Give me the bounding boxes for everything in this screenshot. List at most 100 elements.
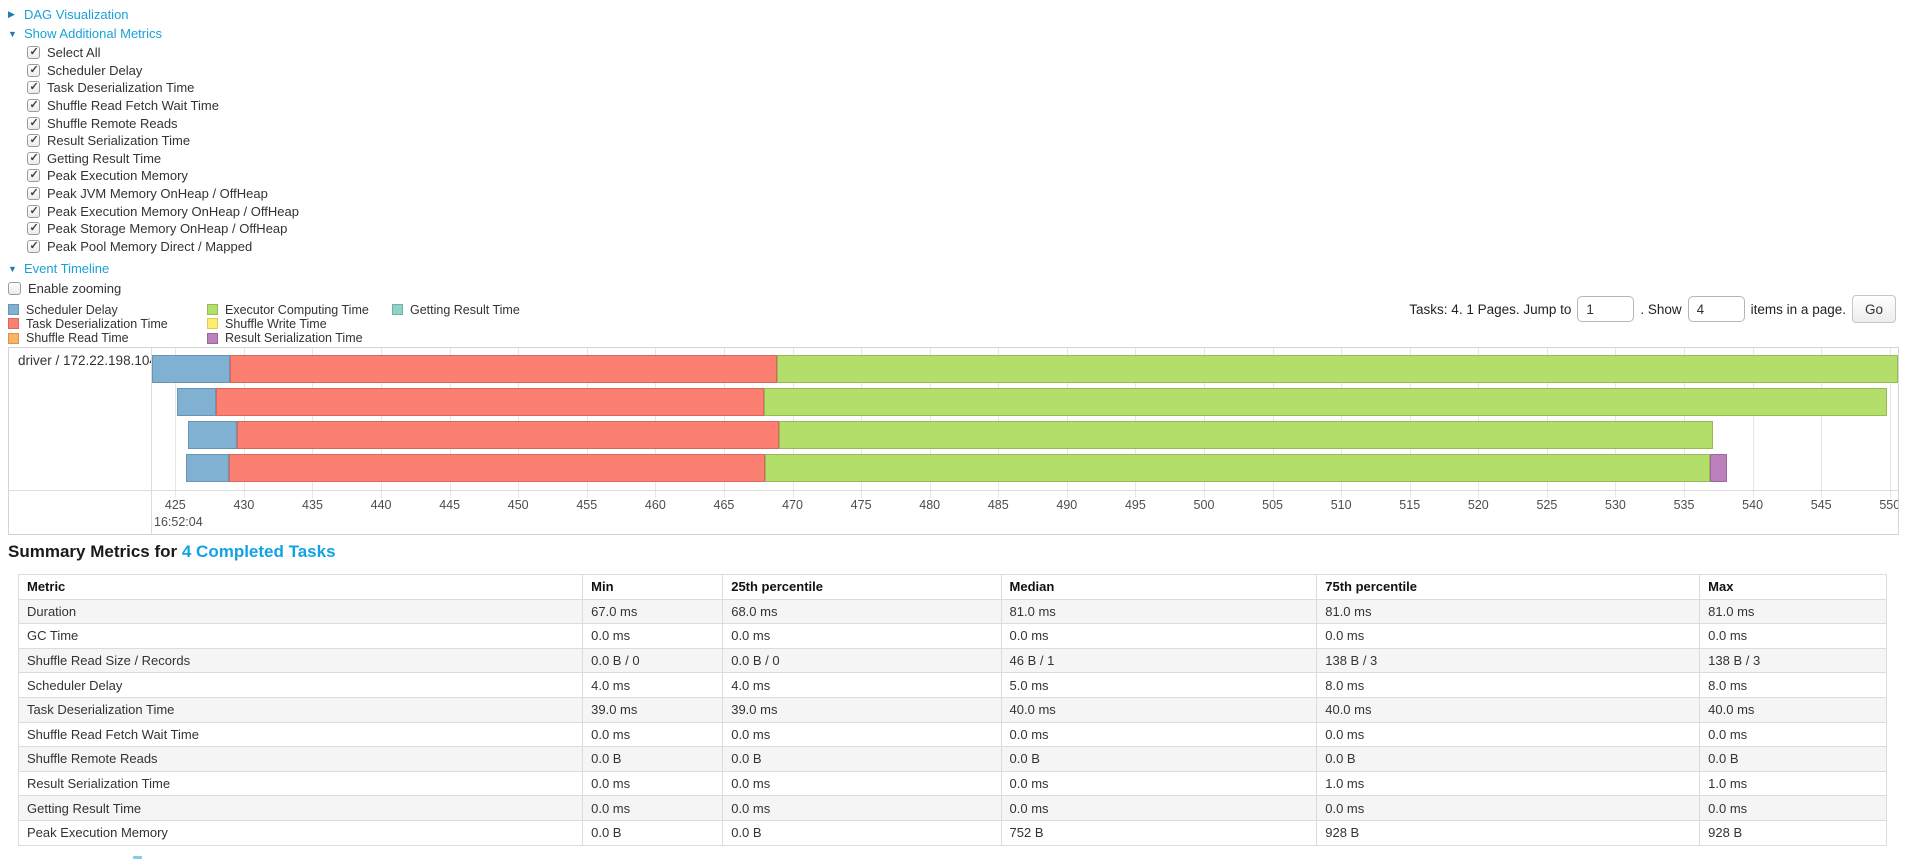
scheduler-delay-segment[interactable] <box>176 388 217 416</box>
axis-tick <box>1889 491 1891 498</box>
metric-value-cell: 0.0 ms <box>582 623 724 649</box>
task-deserialization-segment[interactable] <box>228 454 766 482</box>
timeline-gridline <box>723 348 725 490</box>
table-row: Shuffle Read Fetch Wait Time 0.0 ms 0.0 ms… <box>17 721 1887 748</box>
items-per-page-input[interactable] <box>1687 296 1745 322</box>
axis-tick-label: 545 <box>1810 498 1832 512</box>
axis-tick-label: 465 <box>713 498 735 512</box>
result-serialization-swatch <box>207 332 218 344</box>
metric-checkbox-scheduler-delay[interactable] <box>27 63 40 77</box>
metric-checkbox-peak-execution-memory-onheap-offheap[interactable] <box>27 204 40 218</box>
metric-checkbox-label: Peak Execution Memory OnHeap / OffHeap <box>47 203 299 219</box>
metric-checkbox-row: Peak JVM Memory OnHeap / OffHeap <box>27 185 299 203</box>
timeline-gridline <box>1478 348 1480 490</box>
executor-computing-segment[interactable] <box>763 388 1887 416</box>
metric-value-cell: 40.0 ms <box>1699 696 1887 723</box>
task-deserialization-segment[interactable] <box>216 388 764 416</box>
table-header-cell: Max <box>1699 574 1887 600</box>
metric-value-cell: 0.0 ms <box>1000 721 1318 748</box>
dag-visualization-toggle[interactable]: ▶ DAG Visualization <box>8 7 129 22</box>
legend-item-label: Executor Computing Time <box>225 302 369 317</box>
timeline-gridline <box>175 348 177 490</box>
executor-computing-segment[interactable] <box>765 454 1711 482</box>
show-additional-metrics-link[interactable]: Show Additional Metrics <box>24 26 163 41</box>
collapsed-arrow-icon: ▶ <box>8 9 15 19</box>
metric-value-cell: 0.0 ms <box>1699 623 1887 649</box>
jump-to-page-input[interactable] <box>1577 296 1635 322</box>
metric-checkbox-getting-result-time[interactable] <box>27 151 40 165</box>
metric-checkbox-shuffle-remote-reads[interactable] <box>27 116 40 130</box>
metric-checkbox-result-serialization-time[interactable] <box>27 133 40 148</box>
metric-value-cell: 0.0 ms <box>1699 795 1887 821</box>
event-timeline-link[interactable]: Event Timeline <box>24 261 110 276</box>
task-deserialization-segment[interactable] <box>237 421 779 449</box>
axis-tick <box>1272 491 1274 498</box>
metric-checkbox-label: Shuffle Remote Reads <box>47 115 178 131</box>
axis-tick-label: 475 <box>850 498 872 512</box>
go-button[interactable]: Go <box>1851 295 1896 323</box>
axis-tick <box>518 491 520 498</box>
task-timeline-bar[interactable] <box>152 454 1898 482</box>
pagination-prefix-text: Tasks: 4. 1 Pages. Jump to <box>1409 301 1572 317</box>
shuffle-read-swatch <box>8 332 19 344</box>
axis-tick-label: 460 <box>644 498 666 512</box>
metric-checkbox-peak-storage-memory-onheap-offheap[interactable] <box>27 221 40 236</box>
legend-item-label: Shuffle Write Time <box>225 316 327 331</box>
axis-tick-label: 520 <box>1467 498 1489 512</box>
axis-tick <box>792 491 794 498</box>
scheduler-delay-segment[interactable] <box>152 355 231 383</box>
table-header-row: Metric Min 25th percentile Median 75th perce… <box>17 574 1887 600</box>
legend-item: Shuffle Write Time <box>207 316 369 331</box>
executor-computing-segment[interactable] <box>778 421 1713 449</box>
metric-checkbox-peak-pool-memory-direct-mapped[interactable] <box>27 239 40 253</box>
task-timeline-bar[interactable] <box>152 421 1898 449</box>
enable-zooming-checkbox[interactable] <box>8 282 21 296</box>
metric-value-cell: 39.0 ms <box>722 696 1002 723</box>
metric-checkbox-row: Shuffle Read Fetch Wait Time <box>27 97 299 115</box>
scheduler-delay-segment[interactable] <box>186 454 229 482</box>
axis-tick <box>929 491 931 498</box>
dag-visualization-link[interactable]: DAG Visualization <box>24 7 129 22</box>
table-row: Scheduler Delay 4.0 ms 4.0 ms 5.0 ms 8.0 ms 8… <box>17 672 1887 698</box>
task-timeline-bar[interactable] <box>152 355 1898 383</box>
task-deserialization-segment[interactable] <box>230 355 778 383</box>
completed-tasks-link[interactable]: 4 Completed Tasks <box>181 542 336 561</box>
summary-title-prefix: Summary Metrics for <box>8 542 178 561</box>
metric-checkbox-label: Shuffle Read Fetch Wait Time <box>47 98 219 114</box>
metric-checkbox-peak-jvm-memory-onheap-offheap[interactable] <box>27 186 40 201</box>
metric-name-cell: Shuffle Read Fetch Wait Time <box>17 721 584 748</box>
expanded-arrow-icon: ▼ <box>8 263 17 274</box>
show-additional-metrics-toggle[interactable]: ▼ Show Additional Metrics <box>8 26 162 41</box>
axis-tick-label: 495 <box>1124 498 1146 512</box>
timeline-gridline <box>586 348 588 490</box>
legend-item: Shuffle Read Time <box>8 331 168 346</box>
metric-value-cell: 0.0 ms <box>722 795 1002 821</box>
timeline-plot-area[interactable] <box>152 348 1898 490</box>
scheduler-delay-segment[interactable] <box>187 421 238 449</box>
timeline-gridline <box>1615 348 1617 490</box>
metric-checkbox-label: Peak Storage Memory OnHeap / OffHeap <box>47 221 288 237</box>
axis-tick-label: 485 <box>987 498 1009 512</box>
task-timeline-bar[interactable] <box>152 388 1898 416</box>
axis-tick-label: 470 <box>782 498 803 512</box>
metric-checkbox-select-all[interactable] <box>27 45 40 60</box>
metric-value-cell: 40.0 ms <box>1000 696 1318 723</box>
event-timeline-toggle[interactable]: ▼ Event Timeline <box>8 261 109 276</box>
legend-item-label: Shuffle Read Time <box>26 331 129 346</box>
metric-value-cell: 928 B <box>1316 819 1701 846</box>
metric-checkbox-label: Result Serialization Time <box>47 133 191 149</box>
axis-tick-label: 435 <box>302 498 323 512</box>
task-deserialization-swatch <box>8 318 19 330</box>
executor-computing-segment[interactable] <box>777 355 1898 383</box>
metric-value-cell: 67.0 ms <box>582 598 724 625</box>
timeline-group-column: driver / 172.22.198.104 <box>9 348 152 534</box>
metric-checkbox-row: Peak Storage Memory OnHeap / OffHeap <box>27 220 299 238</box>
shuffle-write-swatch <box>207 318 218 330</box>
metric-checkbox-task-deserialization-time[interactable] <box>27 80 40 95</box>
timeline-axis-divider <box>9 490 1898 491</box>
metric-checkbox-peak-execution-memory[interactable] <box>27 168 40 183</box>
expanded-arrow-icon: ▼ <box>8 28 17 39</box>
result-serialization-segment[interactable] <box>1710 454 1727 482</box>
table-header-cell: Min <box>582 574 724 600</box>
metric-checkbox-shuffle-read-fetch-wait-time[interactable] <box>27 98 40 113</box>
